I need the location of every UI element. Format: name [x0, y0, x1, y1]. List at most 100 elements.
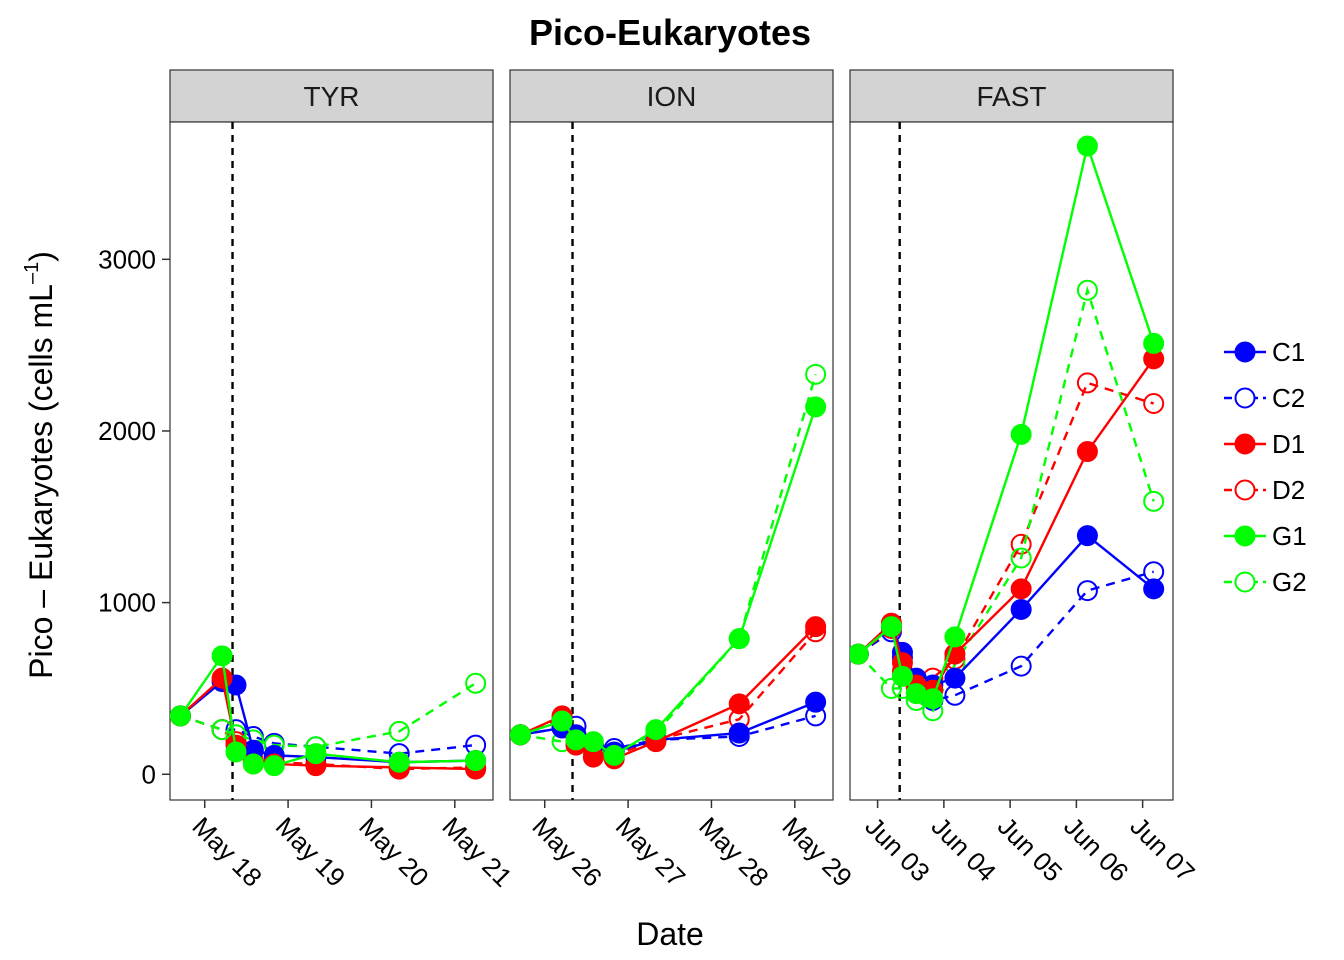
x-tick-label: May 28 — [693, 811, 775, 893]
x-tick-label: Jun 06 — [1058, 811, 1134, 887]
legend-label: G1 — [1272, 521, 1307, 551]
data-point-g1 — [551, 710, 573, 732]
data-point-g1 — [1076, 135, 1098, 157]
facet-strip-label: FAST — [976, 81, 1046, 112]
data-point-g1 — [263, 755, 285, 777]
legend-item-g2: G2 — [1224, 567, 1307, 597]
legend-label: C1 — [1272, 337, 1305, 367]
data-point-g1 — [891, 665, 913, 687]
x-tick-label: May 20 — [353, 811, 435, 893]
legend-key-point — [1234, 433, 1256, 455]
data-point-g1 — [242, 753, 264, 775]
facet-strip — [849, 69, 1174, 123]
data-point-g1 — [645, 719, 667, 741]
series-line-g2 — [857, 285, 1155, 713]
legend-key-point — [1234, 525, 1256, 547]
data-point-g1 — [944, 626, 966, 648]
legend-key-point — [1234, 479, 1256, 501]
x-tick-label: May 18 — [186, 811, 268, 893]
y-tick-label: 0 — [142, 759, 156, 789]
y-tick-label: 3000 — [98, 244, 156, 274]
x-tick-label: Jun 04 — [926, 811, 1002, 887]
y-axis-title-main: Pico – Eukaryotes (cells mL — [23, 284, 59, 679]
x-tick-label: May 21 — [437, 811, 519, 893]
data-point-g1 — [922, 688, 944, 710]
data-point-g1 — [582, 731, 604, 753]
y-axis: 0 1000 2000 3000 — [98, 244, 170, 789]
data-point-d1 — [805, 616, 827, 638]
x-tick-label: May 26 — [526, 811, 608, 893]
y-tick-label: 2000 — [98, 416, 156, 446]
x-tick-label: May 29 — [777, 811, 859, 893]
data-point-d1 — [728, 693, 750, 715]
x-tick-label: May 19 — [270, 811, 352, 893]
legend-key-point — [1234, 341, 1256, 363]
data-point-c1 — [1143, 578, 1165, 600]
data-point-g1 — [510, 724, 531, 746]
data-point-g2 — [805, 363, 827, 385]
data-point-g1 — [225, 741, 247, 763]
x-tick-label: Jun 03 — [859, 811, 935, 887]
x-tick-label: May 27 — [610, 811, 692, 893]
panel-frame — [169, 121, 494, 801]
data-point-c1 — [1010, 598, 1032, 620]
data-point-g1 — [465, 750, 487, 772]
data-point-c1 — [728, 722, 750, 744]
facet-strip-label: ION — [647, 81, 697, 112]
panel-frame — [509, 121, 834, 801]
data-point-g2 — [1076, 279, 1098, 301]
data-point-g1 — [170, 705, 191, 727]
data-point-g1 — [805, 396, 827, 418]
data-point-c2 — [1010, 655, 1032, 677]
y-axis-title-superscript: –1 — [21, 262, 43, 284]
legend-item-c1: C1 — [1224, 337, 1305, 367]
data-point-c2 — [1076, 580, 1098, 602]
data-point-g1 — [305, 743, 327, 765]
x-axis-title: Date — [636, 916, 704, 952]
legend-key-point — [1234, 571, 1256, 593]
legend-label: D1 — [1272, 429, 1305, 459]
y-axis-title: Pico – Eukaryotes (cells mL–1) — [21, 251, 59, 679]
data-point-g1 — [880, 616, 902, 638]
legend-item-c2: C2 — [1224, 383, 1305, 413]
data-point-c1 — [944, 667, 966, 689]
data-point-g2 — [880, 677, 902, 699]
panel-plot-area — [850, 122, 1165, 800]
legend-key-point — [1234, 387, 1256, 409]
legend-item-g1: G1 — [1224, 521, 1307, 551]
data-point-g1 — [1010, 423, 1032, 445]
data-point-g2 — [388, 720, 410, 742]
data-point-d1 — [211, 667, 233, 689]
data-point-c1 — [805, 691, 827, 713]
x-tick-label: Jun 07 — [1124, 811, 1200, 887]
series-line-g2 — [180, 682, 477, 748]
y-axis-title-close: ) — [23, 251, 59, 262]
data-point-g1 — [1143, 332, 1165, 354]
panel-plot-area — [510, 122, 827, 800]
data-point-g1 — [850, 643, 869, 665]
legend-label: G2 — [1272, 567, 1307, 597]
legend-label: C2 — [1272, 383, 1305, 413]
data-point-d1 — [1076, 441, 1098, 463]
x-tick-label: Jun 05 — [992, 811, 1068, 887]
facet-strip-label: TYR — [304, 81, 360, 112]
legend-item-d1: D1 — [1224, 429, 1305, 459]
data-point-g1 — [211, 645, 233, 667]
data-point-g1 — [388, 751, 410, 773]
chart-title: Pico-Eukaryotes — [529, 12, 811, 53]
panel-plot-area — [170, 122, 487, 800]
y-tick-label: 1000 — [98, 588, 156, 618]
series-line-c2 — [520, 714, 816, 750]
facet-strip — [509, 69, 834, 123]
panel-tyr: TYR May 18 May 19 May 20 May 21 — [169, 69, 519, 893]
data-point-g2 — [465, 672, 487, 694]
data-point-g2 — [1010, 547, 1032, 569]
data-point-g2 — [1143, 490, 1165, 512]
data-point-d2 — [1143, 392, 1165, 414]
legend-label: D2 — [1272, 475, 1305, 505]
data-point-d1 — [1010, 578, 1032, 600]
legend-item-d2: D2 — [1224, 475, 1305, 505]
legend: C1 C2 D1 D2 G1 G2 — [1224, 337, 1307, 597]
